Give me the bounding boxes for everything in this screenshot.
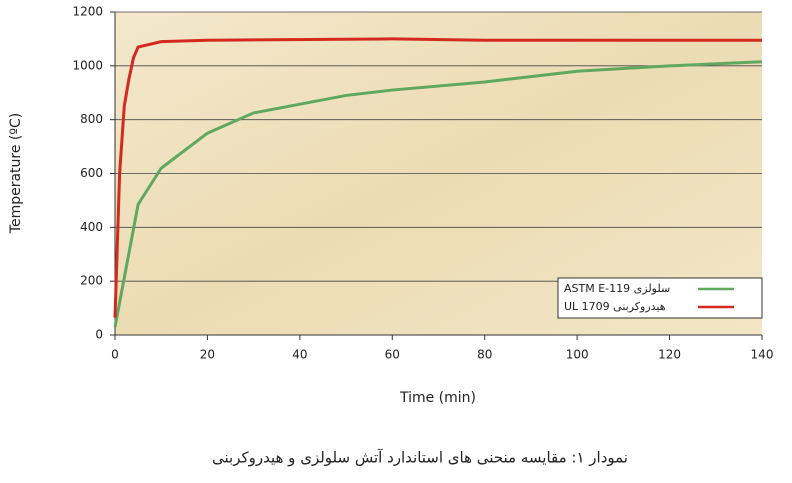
- y-tick-label: 200: [80, 274, 103, 288]
- x-axis-label: Time (min): [399, 390, 476, 406]
- x-tick-label: 120: [658, 348, 681, 362]
- y-tick-label: 1200: [72, 5, 103, 19]
- caption: نمودار ۱: مقایسه منحنی های استاندارد آتش…: [212, 449, 628, 467]
- legend-label: ASTM E-119 سلولزی: [564, 282, 670, 295]
- x-tick-label: 60: [385, 348, 400, 362]
- y-tick-label: 600: [80, 166, 103, 180]
- x-tick-label: 40: [292, 348, 307, 362]
- y-tick-label: 1000: [72, 58, 103, 72]
- y-tick-label: 0: [95, 328, 103, 342]
- x-tick-label: 20: [200, 348, 215, 362]
- x-tick-label: 0: [111, 348, 119, 362]
- x-tick-label: 100: [566, 348, 589, 362]
- legend: [557, 277, 763, 319]
- x-tick-label: 140: [751, 348, 774, 362]
- legend-label: UL 1709 هیدروکربنی: [564, 300, 666, 313]
- y-axis-label: Temperature (ºC): [8, 113, 24, 234]
- y-tick-label: 400: [80, 220, 103, 234]
- y-tick-label: 800: [80, 112, 103, 126]
- line-series: [113, 37, 762, 318]
- x-tick-label: 80: [477, 348, 492, 362]
- line-series: [113, 60, 763, 328]
